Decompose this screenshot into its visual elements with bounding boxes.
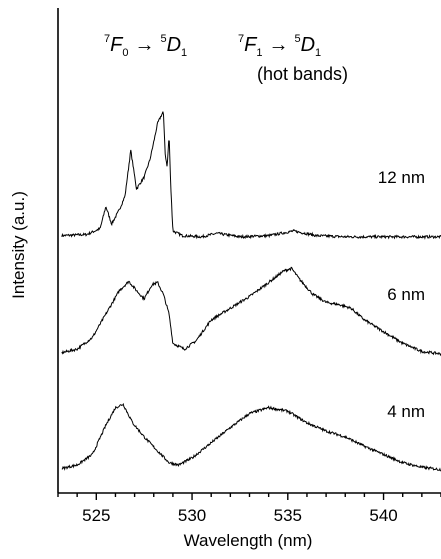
transition-2-to-sup: 5 (294, 33, 300, 45)
transition-1-from: F (110, 34, 124, 56)
x-axis-label: Wavelength (nm) (184, 531, 313, 550)
series-line (61, 111, 441, 240)
transition-2-to-sub: 1 (315, 47, 321, 59)
series-line (61, 266, 441, 357)
transition-2-to: D (301, 34, 315, 56)
series-line (61, 402, 441, 472)
transition-2-from-sup: 7 (238, 33, 244, 45)
transition-1-to-sub: 1 (181, 47, 187, 59)
series-label: 12 nm (378, 168, 425, 187)
transition-2-from: F (244, 34, 258, 56)
plot-frame (57, 8, 441, 494)
transition-1-to-sup: 5 (160, 33, 166, 45)
transition-1-from-sup: 7 (104, 33, 110, 45)
x-tick-label: 535 (274, 506, 302, 525)
transition-1-to: D (167, 34, 181, 56)
series-label: 6 nm (387, 285, 425, 304)
transition-2-arrow: → (268, 34, 288, 56)
y-axis-label: Intensity (a.u.) (9, 191, 28, 299)
transition-label-2: 7F1 → 5D1 (238, 33, 321, 59)
x-tick-label: 525 (82, 506, 110, 525)
series-layer: 12 nm 6 nm 4 nm (61, 111, 441, 472)
x-tick-label: 540 (369, 506, 397, 525)
transition-2-from-sub: 1 (256, 47, 262, 59)
hot-bands-note: (hot bands) (257, 64, 348, 84)
series-label: 4 nm (387, 402, 425, 421)
transition-1-arrow: → (134, 34, 154, 56)
x-axis-ticks: 525 530 535 540 (57, 493, 441, 525)
x-tick-label: 530 (178, 506, 206, 525)
transition-1-from-sub: 0 (122, 47, 128, 59)
transition-label-1: 7F0 → 5D1 (104, 33, 187, 59)
